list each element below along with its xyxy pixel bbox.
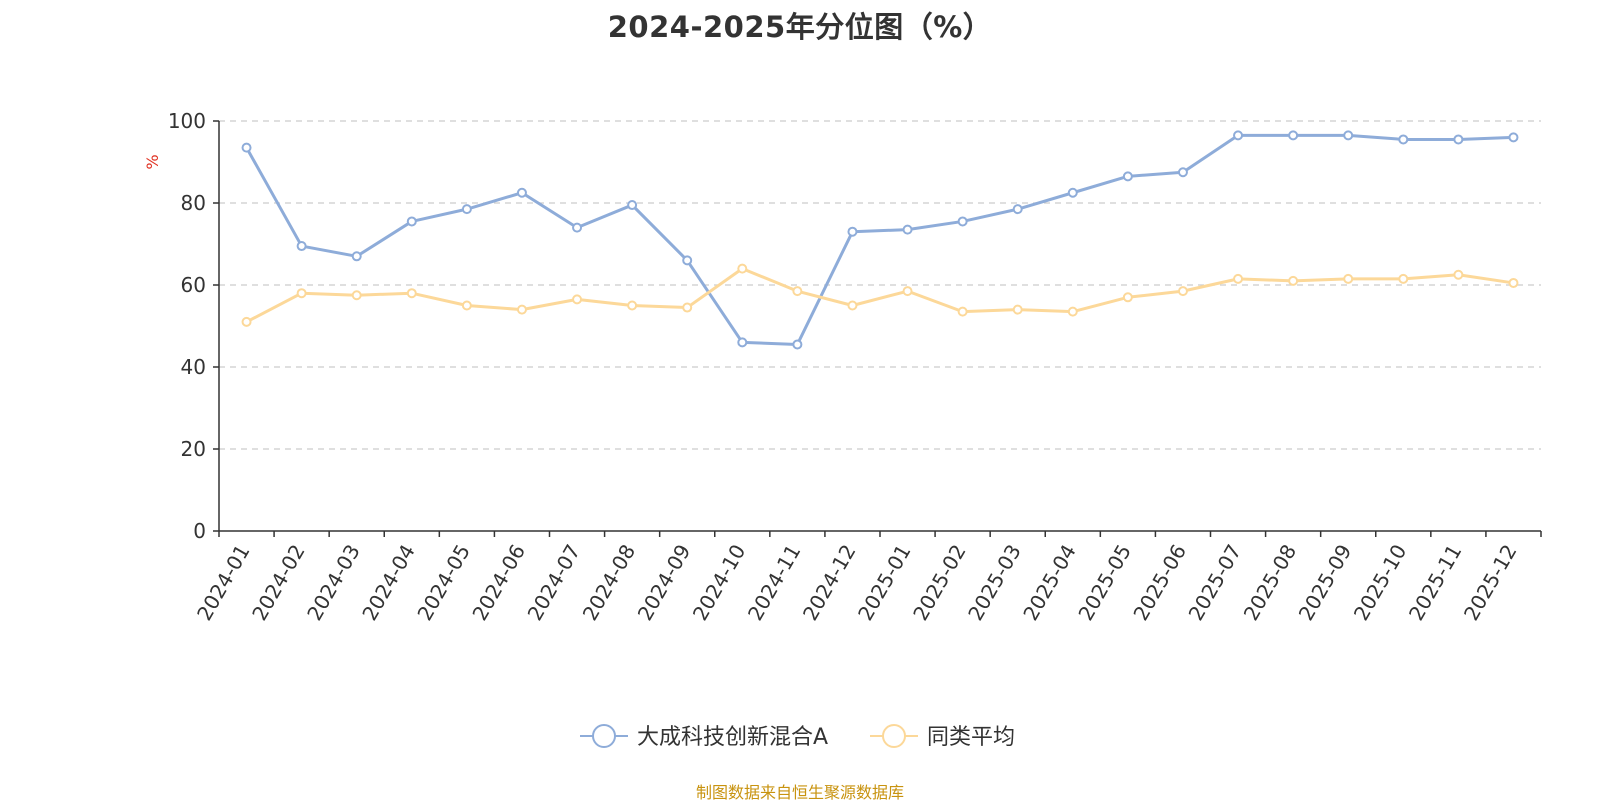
data-point[interactable] (1012, 204, 1023, 215)
x-tick-label: 2024-10 (688, 540, 751, 624)
x-tick-label: 2025-02 (908, 540, 971, 624)
data-point[interactable] (957, 306, 968, 317)
y-axis-label: % (143, 154, 162, 169)
data-point[interactable] (1122, 292, 1133, 303)
x-tick-label: 2025-09 (1294, 540, 1357, 624)
data-point[interactable] (1288, 130, 1299, 141)
data-point[interactable] (1177, 167, 1188, 178)
data-point[interactable] (1288, 275, 1299, 286)
series-0 (241, 130, 1519, 350)
data-point[interactable] (461, 204, 472, 215)
data-point[interactable] (902, 286, 913, 297)
data-point[interactable] (957, 216, 968, 227)
x-tick-label: 2025-06 (1128, 540, 1191, 624)
x-tick-label: 2024-11 (743, 540, 806, 624)
y-tick-label: 40 (181, 355, 206, 379)
x-tick-label: 2025-03 (963, 540, 1026, 624)
data-point[interactable] (572, 222, 583, 233)
series-1 (241, 263, 1519, 327)
data-point[interactable] (351, 290, 362, 301)
legend-item[interactable]: 同类平均 (870, 724, 1015, 750)
y-tick-label: 80 (181, 191, 206, 215)
x-tick-label: 2025-10 (1349, 540, 1412, 624)
data-point[interactable] (1067, 187, 1078, 198)
legend-label: 大成科技创新混合A (637, 725, 828, 750)
data-point[interactable] (1453, 134, 1464, 145)
data-point[interactable] (847, 226, 858, 237)
y-tick-label: 100 (168, 109, 206, 133)
data-point[interactable] (737, 263, 748, 274)
data-point[interactable] (627, 200, 638, 211)
x-tick-label: 2024-05 (412, 540, 475, 624)
data-point[interactable] (1012, 304, 1023, 315)
legend-item[interactable]: 大成科技创新混合A (580, 724, 828, 750)
data-point[interactable] (902, 224, 913, 235)
data-point[interactable] (406, 216, 417, 227)
y-tick-label: 0 (193, 519, 206, 543)
series-line (245, 133, 1514, 346)
x-tick-label: 2025-08 (1239, 540, 1302, 624)
x-tick-labels: 2024-012024-022024-032024-042024-052024-… (192, 540, 1521, 624)
data-point[interactable] (792, 339, 803, 350)
data-point[interactable] (572, 294, 583, 305)
data-point[interactable] (241, 316, 252, 327)
legend-marker-icon (882, 724, 906, 748)
data-point[interactable] (296, 241, 307, 252)
x-tick-label: 2024-04 (357, 540, 420, 624)
x-tick-label: 2024-08 (578, 540, 641, 624)
data-point[interactable] (627, 300, 638, 311)
data-point[interactable] (1177, 286, 1188, 297)
data-point[interactable] (792, 286, 803, 297)
data-point[interactable] (1398, 273, 1409, 284)
data-point[interactable] (1233, 273, 1244, 284)
data-point[interactable] (1508, 277, 1519, 288)
x-tick-label: 2024-06 (467, 540, 530, 624)
data-point[interactable] (1122, 171, 1133, 182)
data-point[interactable] (1343, 273, 1354, 284)
data-point[interactable] (1398, 134, 1409, 145)
x-tick-label: 2025-04 (1018, 540, 1081, 624)
x-tick-label: 2025-12 (1459, 540, 1522, 624)
x-tick-label: 2024-12 (798, 540, 861, 624)
data-point[interactable] (406, 288, 417, 299)
data-source-note: 制图数据来自恒生聚源数据库 (695, 783, 904, 802)
data-point[interactable] (682, 255, 693, 266)
data-point[interactable] (1508, 132, 1519, 143)
data-point[interactable] (351, 251, 362, 262)
chart-title: 2024-2025年分位图（%） (607, 10, 993, 44)
data-point[interactable] (847, 300, 858, 311)
data-point[interactable] (516, 304, 527, 315)
x-tick-label: 2024-03 (302, 540, 365, 624)
data-point[interactable] (241, 142, 252, 153)
legend-marker-icon (592, 724, 616, 748)
x-tick-label: 2024-07 (523, 540, 586, 624)
data-point[interactable] (1067, 306, 1078, 317)
data-point[interactable] (296, 288, 307, 299)
x-tick-label: 2024-02 (247, 540, 310, 624)
data-point[interactable] (1453, 269, 1464, 280)
x-tick-label: 2025-05 (1073, 540, 1136, 624)
x-tick-label: 2025-01 (853, 540, 916, 624)
y-tick-label: 20 (181, 437, 206, 461)
data-point[interactable] (461, 300, 472, 311)
y-tick-label: 60 (181, 273, 206, 297)
data-point[interactable] (1233, 130, 1244, 141)
y-tick-labels: 0 20 40 60 80 100 (168, 109, 206, 543)
series-line (245, 267, 1514, 324)
data-point[interactable] (516, 187, 527, 198)
grid-lines (219, 120, 1541, 450)
x-tick-label: 2025-11 (1404, 540, 1467, 624)
x-tick-label: 2024-09 (633, 540, 696, 624)
data-point[interactable] (737, 337, 748, 348)
axes (213, 120, 1542, 537)
legend-label: 同类平均 (927, 725, 1015, 750)
legend: 大成科技创新混合A 同类平均 (580, 724, 1015, 750)
x-tick-label: 2024-01 (192, 540, 255, 624)
data-point[interactable] (1343, 130, 1354, 141)
data-point[interactable] (682, 302, 693, 313)
series-lines (241, 130, 1519, 350)
x-tick-label: 2025-07 (1184, 540, 1247, 624)
